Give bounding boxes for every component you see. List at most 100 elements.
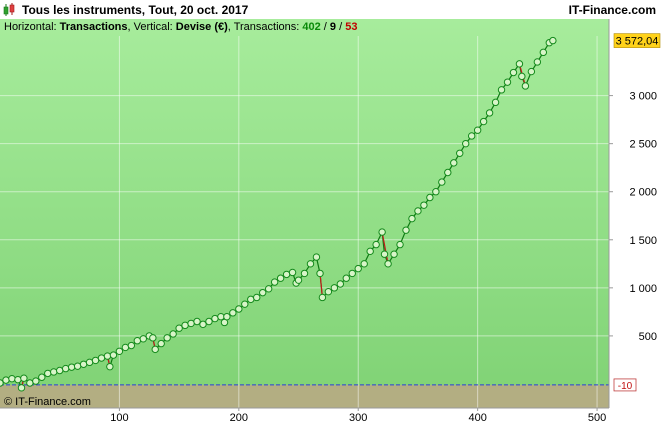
trade-marker (187, 319, 195, 328)
x-axis-panel (0, 408, 609, 425)
x-tick-label: 100 (110, 412, 128, 424)
trade-marker (372, 240, 380, 249)
trade-marker (241, 300, 249, 308)
trade-marker (193, 317, 201, 326)
chart-title: Tous les instruments, Tout, 20 oct. 2017 (22, 3, 249, 17)
trade-marker (127, 341, 136, 350)
vertical-value: Devise (€) (176, 21, 228, 33)
trade-marker (450, 159, 458, 167)
trade-marker (396, 240, 404, 249)
trade-marker (97, 354, 106, 362)
header-bar (0, 0, 661, 19)
trade-marker (432, 188, 440, 196)
trade-marker (324, 287, 333, 296)
trade-marker (259, 288, 267, 297)
trade-marker (316, 269, 324, 278)
trade-marker (253, 293, 261, 302)
trade-marker (384, 260, 392, 268)
trade-marker (444, 168, 452, 177)
horizontal-value: Transactions (60, 21, 128, 33)
trade-marker (85, 358, 94, 367)
loss-segment (319, 273, 324, 298)
trade-marker (151, 345, 159, 354)
horizontal-label: Horizontal: (4, 21, 60, 33)
trade-marker (342, 274, 350, 282)
watermark: © IT-Finance.com (4, 396, 91, 408)
trade-marker (229, 309, 237, 317)
trade-marker (491, 98, 500, 107)
trade-marker (549, 36, 557, 45)
trade-marker (67, 363, 76, 371)
baseline-label: -10 (618, 381, 633, 392)
vertical-label: , Vertical: (128, 21, 176, 33)
trade-marker (330, 284, 339, 292)
trade-marker (426, 193, 434, 202)
negative-zone (0, 384, 609, 408)
loss-segment (381, 231, 389, 264)
trade-marker (294, 276, 303, 284)
trade-marker (73, 362, 82, 370)
baseline-badge (613, 378, 637, 392)
x-tick-label: 400 (468, 412, 486, 424)
y-tick-label: 2 000 (629, 187, 657, 199)
trade-marker (38, 373, 46, 381)
trade-marker (270, 278, 279, 286)
trade-marker (479, 117, 488, 126)
plot-area (0, 36, 609, 408)
trade-marker (467, 132, 476, 140)
trade-marker (235, 305, 243, 313)
trade-marker (115, 347, 124, 355)
trade-marker (91, 356, 100, 365)
trade-marker (521, 82, 530, 90)
trade-marker (133, 337, 142, 345)
trade-marker (462, 139, 470, 148)
trade-marker (17, 384, 26, 392)
count-losing: 53 (345, 21, 357, 33)
trade-marker (497, 86, 506, 94)
trade-marker (139, 335, 147, 343)
trade-marker (420, 201, 428, 209)
trade-marker (109, 351, 118, 359)
trade-marker (199, 320, 207, 329)
y-tick-label: 3 000 (629, 91, 657, 103)
trade-marker (438, 178, 446, 186)
x-tick-label: 300 (349, 412, 367, 424)
trade-marker (2, 376, 10, 384)
trade-marker (378, 228, 386, 236)
trade-marker (79, 360, 88, 368)
trade-marker (518, 72, 526, 81)
trade-marker (485, 109, 494, 117)
trade-marker (318, 293, 327, 302)
trade-marker (300, 269, 309, 278)
trade-marker (360, 260, 368, 268)
y-tick-label: 1 000 (629, 283, 657, 295)
x-tick-label: 500 (588, 412, 606, 424)
axes: 500 1 000 1 500 2 000 2 500 3 000 100 200 300 400… (110, 33, 661, 424)
trade-marker (414, 207, 422, 215)
trade-marker (456, 149, 464, 157)
trade-marker (515, 60, 524, 68)
plot-background (0, 19, 609, 408)
trade-marker (354, 264, 362, 273)
trade-marker (264, 285, 273, 293)
trade-marker (473, 126, 482, 134)
trade-marker (61, 364, 70, 373)
last-value-badge (613, 33, 661, 48)
trade-marker (157, 339, 165, 348)
trade-marker (0, 379, 4, 387)
trade-marker (509, 68, 518, 77)
trade-marker (103, 352, 112, 360)
trade-marker (106, 362, 114, 371)
chart-subtitle: Horizontal: Transactions, Vertical: Devi… (4, 21, 357, 33)
trade-marker (390, 250, 398, 258)
y-tick-label: 1 500 (629, 235, 657, 247)
trade-marker (163, 334, 171, 342)
trade-marker (217, 312, 225, 321)
last-value-label: 3 572,04 (616, 36, 659, 48)
x-tick-label: 200 (230, 412, 248, 424)
trade-marker (205, 317, 213, 326)
y-axis-panel (609, 19, 661, 425)
trade-marker (348, 269, 356, 278)
trade-marker (402, 226, 410, 234)
